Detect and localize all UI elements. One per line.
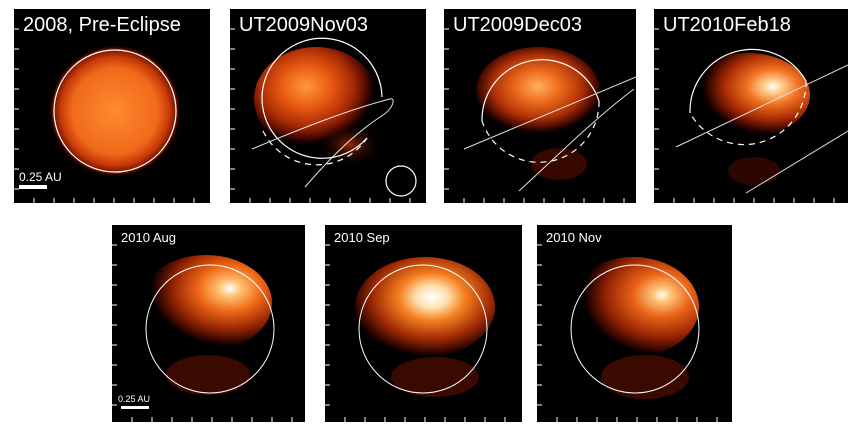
scale-bar-top: 0.25 AU xyxy=(19,171,79,191)
scale-bar-label: 0.25 AU xyxy=(118,394,151,404)
star-image-2009dec03 xyxy=(444,28,636,203)
star-image-2010feb18 xyxy=(654,28,848,203)
beam-circle xyxy=(385,165,417,197)
scale-bar-label: 0.25 AU xyxy=(19,170,62,184)
star-outline-solid xyxy=(481,59,600,122)
star-outline-dashed xyxy=(262,130,368,166)
tick-marks xyxy=(444,28,625,203)
panel-label: UT2009Nov03 xyxy=(239,14,368,36)
panel-label: 2010 Sep xyxy=(334,230,390,245)
stellar-disk xyxy=(49,45,181,177)
tick-marks xyxy=(325,244,506,422)
scale-bar-line xyxy=(19,185,47,189)
panel-ut2010feb18: UT2010Feb18 xyxy=(654,9,848,203)
star-outline xyxy=(145,264,275,394)
tick-marks xyxy=(654,28,835,203)
star-image-2010sep xyxy=(325,244,506,422)
star-image-2009nov03 xyxy=(230,28,417,203)
tick-marks xyxy=(14,28,195,203)
panel-label: UT2009Dec03 xyxy=(453,14,582,36)
star-image-2010nov xyxy=(537,244,718,422)
star-outline xyxy=(358,264,488,394)
companion-disk-outline xyxy=(251,98,394,188)
companion-disk-lower-edge xyxy=(745,130,848,194)
panel-ut2009nov03: UT2009Nov03 xyxy=(230,9,426,203)
tick-marks xyxy=(537,244,718,422)
panel-2010-aug: 2010 Aug 0.25 AU xyxy=(112,225,305,422)
panel-2008-pre-eclipse: 2008, Pre-Eclipse 0.25 AU xyxy=(14,9,210,203)
star-outline-dashed xyxy=(689,80,807,146)
panel-label: UT2010Feb18 xyxy=(663,14,791,36)
star-outline xyxy=(570,264,700,394)
companion-disk-upper-edge xyxy=(463,76,636,150)
star-outline-solid xyxy=(689,48,807,114)
panel-label: 2010 Aug xyxy=(121,230,176,245)
panel-ut2009dec03: UT2009Dec03 xyxy=(444,9,636,203)
star-image-2010aug xyxy=(112,244,293,422)
panel-label: 2010 Nov xyxy=(546,230,602,245)
star-outline xyxy=(53,49,177,173)
star-image-2008 xyxy=(14,28,195,203)
companion-disk-upper-edge xyxy=(675,64,848,148)
tick-marks xyxy=(112,244,293,422)
panel-label: 2008, Pre-Eclipse xyxy=(23,14,181,36)
tick-marks xyxy=(230,28,411,203)
scale-bar-line xyxy=(121,406,149,409)
panel-2010-nov: 2010 Nov xyxy=(537,225,732,422)
star-outline-dashed xyxy=(481,100,600,163)
companion-disk-lower-edge xyxy=(518,88,635,192)
scale-bar-bottom: 0.25 AU xyxy=(118,395,178,413)
panel-2010-sep: 2010 Sep xyxy=(325,225,522,422)
star-outline-solid xyxy=(261,37,383,159)
